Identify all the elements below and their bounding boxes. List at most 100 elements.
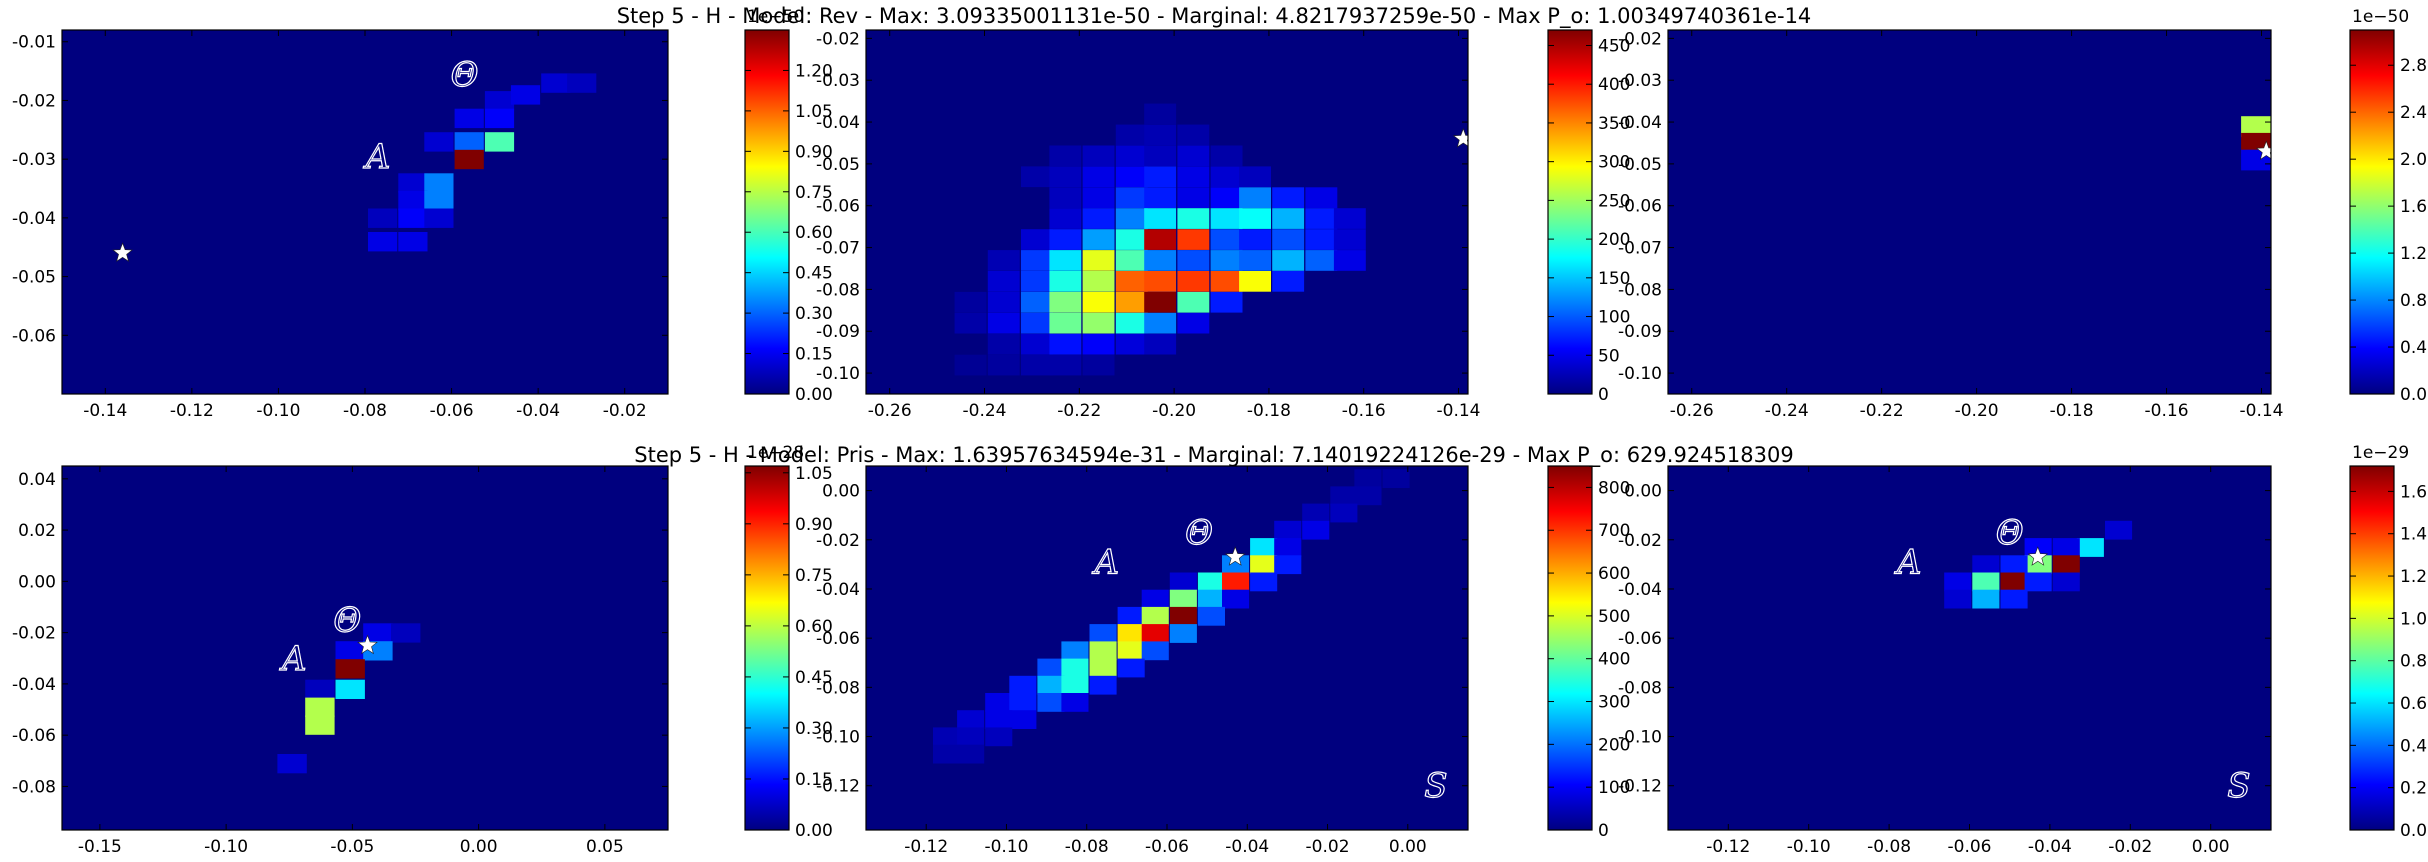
heatmap-cell xyxy=(1115,229,1148,250)
x-tick-label: -0.02 xyxy=(1306,837,1350,857)
colorbar-tick-label: 0.0 xyxy=(2400,385,2427,405)
heatmap-cell xyxy=(424,190,454,211)
heatmap-cell xyxy=(1049,187,1082,208)
heatmap-cell xyxy=(1972,555,2000,575)
heatmap-cell xyxy=(1239,166,1271,188)
heatmap-cell xyxy=(1177,271,1210,292)
heatmap-cell xyxy=(957,710,985,729)
y-tick-label: -0.09 xyxy=(1618,322,1662,342)
heatmap-cell xyxy=(954,291,987,313)
heatmap-cell xyxy=(1382,469,1410,488)
annotation-label: S xyxy=(1424,766,1447,806)
heatmap-cell xyxy=(1141,589,1169,609)
y-tick-label: -0.04 xyxy=(816,113,860,133)
heatmap-cell xyxy=(1117,624,1145,643)
heatmap-cell xyxy=(1117,658,1145,678)
heatmap-cell xyxy=(1177,166,1210,188)
y-tick-label: -0.03 xyxy=(816,71,860,91)
heatmap-cell xyxy=(305,697,335,717)
colorbar-exponent-label: 1e−29 xyxy=(2352,443,2409,463)
y-tick-label: -0.06 xyxy=(1618,197,1662,217)
heatmap-cell xyxy=(987,250,1020,271)
heatmap-cell xyxy=(985,727,1013,747)
x-tick-label: -0.22 xyxy=(1057,401,1101,421)
heatmap-cell xyxy=(484,108,515,129)
heatmap-cell xyxy=(424,208,454,228)
heatmap-cell xyxy=(2052,538,2080,557)
x-tick-label: -0.14 xyxy=(2240,401,2284,421)
colorbar-tick-label: 0.45 xyxy=(795,668,833,688)
heatmap-cell xyxy=(1302,520,1330,540)
x-tick-label: -0.12 xyxy=(1706,837,1750,857)
x-tick-label: -0.26 xyxy=(868,401,912,421)
heatmap-cell xyxy=(2000,589,2028,609)
heatmap-cell xyxy=(424,132,454,152)
x-tick-label: -0.22 xyxy=(1860,401,1904,421)
heatmap-cell xyxy=(1021,166,1053,188)
x-tick-label: -0.24 xyxy=(963,401,1007,421)
colorbar-tick-label: 2.8 xyxy=(2400,56,2427,76)
heatmap-cell xyxy=(1049,333,1082,355)
heatmap-cell xyxy=(1082,250,1115,271)
x-tick-label: -0.20 xyxy=(1955,401,1999,421)
heatmap-cell xyxy=(454,108,484,129)
colorbar-tick-label: 1.4 xyxy=(2400,525,2427,545)
star-marker xyxy=(1224,546,1246,566)
y-tick-label: -0.01 xyxy=(12,33,56,53)
heatmap-cell xyxy=(1021,312,1053,334)
x-tick-label: -0.10 xyxy=(1787,837,1831,857)
heatmap-cell xyxy=(1272,187,1305,208)
heatmap-cell xyxy=(1210,187,1243,208)
heatmap-cell xyxy=(1944,589,1972,609)
heatmap-cell xyxy=(398,173,428,193)
star-marker xyxy=(2255,140,2271,161)
heatmap-cell xyxy=(1082,333,1115,355)
heatmap-cell xyxy=(1333,250,1366,271)
colorbar-tick-label: 600 xyxy=(1598,564,1630,584)
heatmap-cell xyxy=(1250,572,1278,592)
colorbar-tick-label: 1.2 xyxy=(2400,244,2427,264)
colorbar-tick-label: 1.6 xyxy=(2400,482,2427,502)
x-tick-label: -0.12 xyxy=(904,837,948,857)
heatmap-cell xyxy=(1117,606,1145,626)
heatmap-cell xyxy=(987,312,1020,334)
heatmap-cell xyxy=(1250,538,1278,557)
annotation-label: Θ xyxy=(1996,513,2024,553)
y-tick-label: -0.02 xyxy=(12,624,56,644)
heatmap-cell xyxy=(1037,675,1065,695)
heatmap-cell xyxy=(1115,291,1148,313)
heatmap-cell xyxy=(933,727,961,747)
heatmap-cell xyxy=(2024,555,2052,575)
heatmap-cell xyxy=(1009,675,1037,695)
x-tick-label: -0.18 xyxy=(1247,401,1291,421)
heatmap-cell xyxy=(1144,312,1177,334)
y-tick-label: -0.04 xyxy=(1618,580,1662,600)
heatmap-cell xyxy=(1239,271,1271,292)
heatmap-cell xyxy=(1272,250,1305,271)
colorbar-tick-label: 400 xyxy=(1598,650,1630,670)
y-tick-label: 0.00 xyxy=(822,482,860,502)
y-tick-label: -0.02 xyxy=(816,531,860,551)
heatmap-cell xyxy=(305,715,335,735)
heatmap-cell xyxy=(1333,208,1366,229)
colorbar xyxy=(2349,465,2395,831)
y-tick-label: -0.08 xyxy=(1618,678,1662,698)
heatmap-cell xyxy=(1177,187,1210,208)
colorbar xyxy=(1547,29,1593,395)
heatmap-cell xyxy=(1021,250,1053,271)
y-tick-label: -0.05 xyxy=(1618,155,1662,175)
axes-frame xyxy=(61,465,669,831)
y-tick-label: -0.07 xyxy=(1618,239,1662,259)
heatmap-cell xyxy=(567,73,597,93)
heatmap-cell xyxy=(1021,271,1053,292)
heatmap-cell xyxy=(1144,229,1177,250)
heatmap-cell xyxy=(1354,486,1382,506)
annotation-label: A xyxy=(279,639,307,679)
heatmap-cell xyxy=(1305,187,1338,208)
colorbar-tick-label: 200 xyxy=(1598,230,1630,250)
heatmap-cell xyxy=(2052,555,2080,575)
heatmap-cell xyxy=(933,744,961,764)
y-tick-label: -0.02 xyxy=(12,91,56,111)
heatmap-cell xyxy=(1210,145,1243,167)
y-tick-label: -0.02 xyxy=(1618,29,1662,49)
